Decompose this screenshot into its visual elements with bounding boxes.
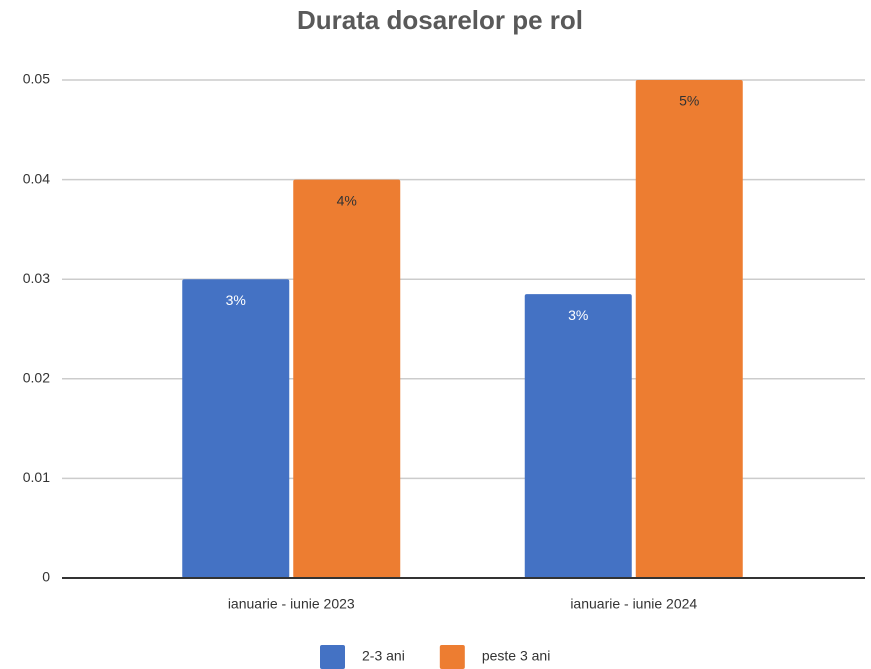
value-label: 4% (337, 192, 357, 208)
bar (182, 279, 290, 578)
value-label: 3% (568, 307, 588, 323)
y-tick-label: 0 (42, 569, 50, 585)
value-label: 3% (226, 292, 246, 308)
bar (524, 294, 632, 578)
bar (293, 179, 401, 578)
legend-swatch (439, 645, 465, 669)
chart-title: Durata dosarelor pe rol (297, 5, 583, 35)
value-label: 5% (679, 93, 699, 109)
y-tick-label: 0.05 (23, 71, 50, 87)
y-tick-label: 0.04 (23, 170, 50, 186)
legend-label: peste 3 ani (482, 648, 551, 664)
bar (635, 80, 743, 578)
legend-swatch (320, 645, 345, 669)
x-tick-label: ianuarie - iunie 2024 (570, 596, 697, 612)
y-tick-label: 0.01 (23, 469, 50, 485)
y-tick-label: 0.02 (23, 370, 50, 386)
legend-label: 2-3 ani (362, 648, 405, 664)
x-tick-label: ianuarie - iunie 2023 (228, 596, 355, 612)
y-tick-label: 0.03 (23, 270, 50, 286)
